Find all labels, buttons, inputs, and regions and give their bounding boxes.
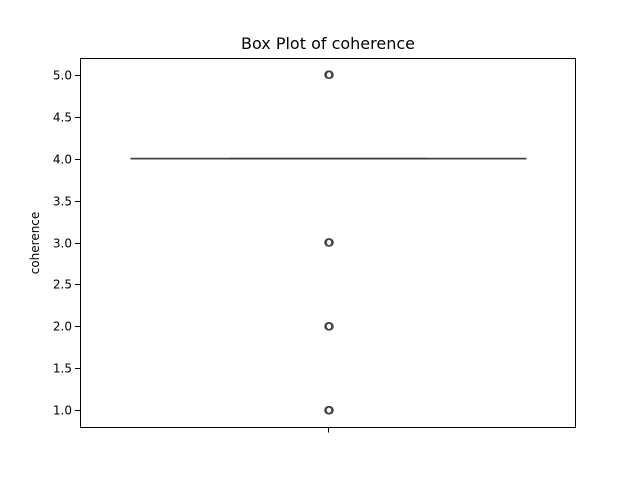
y-tick-label: 4.5 [53, 111, 72, 125]
outlier-point-overlap [325, 322, 334, 331]
plot-area [130, 70, 527, 415]
y-tick-label: 2.0 [53, 320, 72, 334]
chart-title: Box Plot of coherence [241, 34, 415, 53]
outlier-point-overlap [325, 70, 334, 80]
axes-frame [80, 58, 576, 428]
y-tick-label: 4.0 [53, 153, 72, 167]
y-tick-label: 5.0 [53, 69, 72, 83]
y-tick-label: 3.0 [53, 237, 72, 251]
outlier-point-overlap [325, 405, 334, 415]
y-tick-label: 1.5 [53, 362, 72, 376]
y-axis-ticks: 1.0 1.5 2.0 2.5 3.0 3.5 4.0 4.5 5.0 [53, 69, 80, 418]
outlier-point-overlap [325, 238, 334, 247]
y-tick-label: 2.5 [53, 278, 72, 292]
y-axis-label: coherence [28, 212, 42, 275]
y-tick-label: 1.0 [53, 404, 72, 418]
y-tick-label: 3.5 [53, 195, 72, 209]
